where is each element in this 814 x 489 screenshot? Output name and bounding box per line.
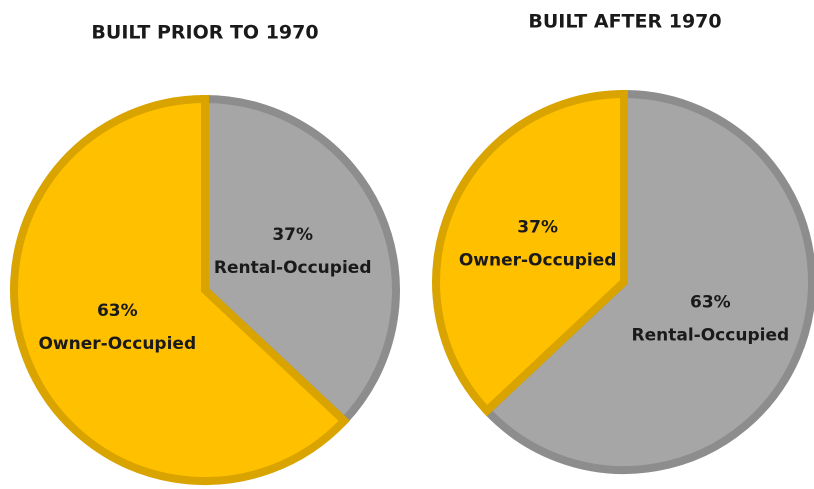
pie-slice [201,94,400,427]
category-label: Owner-Occupied [459,251,617,271]
chart-title: BUILT AFTER 1970 [528,11,721,33]
pie-slice [481,89,814,474]
data-label: 37% [517,218,558,238]
pie-slice [10,94,350,485]
category-label: Owner-Occupied [38,334,196,354]
pie-slice [432,89,628,417]
data-label: 63% [97,301,138,321]
data-label: 63% [690,292,731,312]
data-label: 37% [272,225,313,245]
category-label: Rental-Occupied [214,258,372,278]
category-label: Rental-Occupied [632,325,790,345]
chart-title: BUILT PRIOR TO 1970 [91,22,318,44]
